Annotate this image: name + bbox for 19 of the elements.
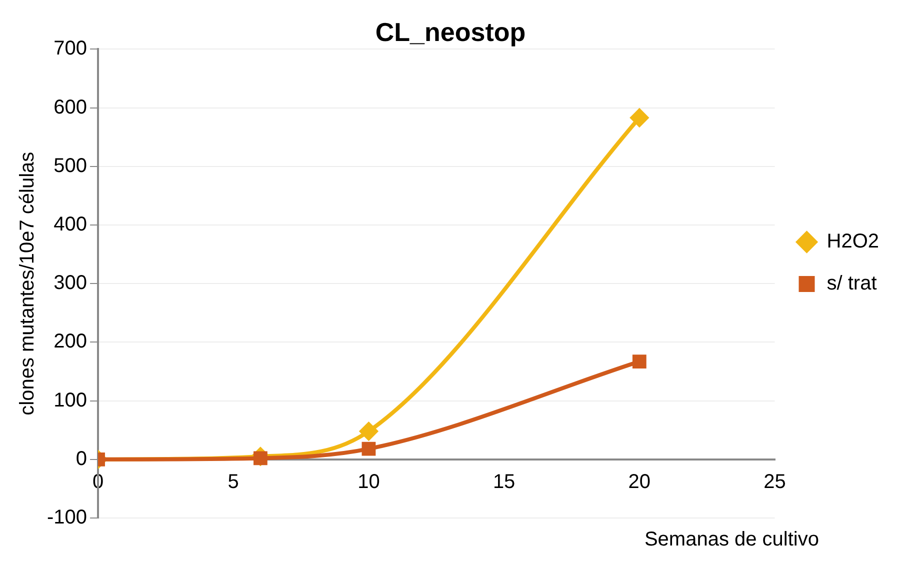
x-tick-label: 25: [764, 470, 786, 493]
legend-label: s/ trat: [826, 272, 878, 295]
y-tick-label: 600: [54, 96, 88, 118]
x-axis-title: Semanas de cultivo: [644, 528, 819, 551]
x-tick-label: 5: [228, 470, 239, 493]
y-axis-title: clones mutantes/10e7 células: [16, 152, 39, 416]
x-tick-label: 10: [358, 470, 380, 493]
y-tick-label: 200: [54, 330, 88, 353]
y-tick-label: 700: [54, 38, 88, 60]
legend-label: H2O2: [826, 230, 880, 253]
x-tick-label: 20: [628, 470, 651, 493]
chart-title: CL_neostop: [375, 16, 526, 47]
y-tick-label: 300: [54, 272, 88, 294]
y-tick-label: 100: [54, 389, 88, 412]
y-tick-label: 0: [76, 448, 88, 470]
y-tick-label: 500: [54, 154, 88, 177]
y-tick-label: -100: [47, 506, 88, 529]
y-tick-label: 400: [54, 214, 88, 236]
x-tick-label: 15: [492, 470, 516, 493]
